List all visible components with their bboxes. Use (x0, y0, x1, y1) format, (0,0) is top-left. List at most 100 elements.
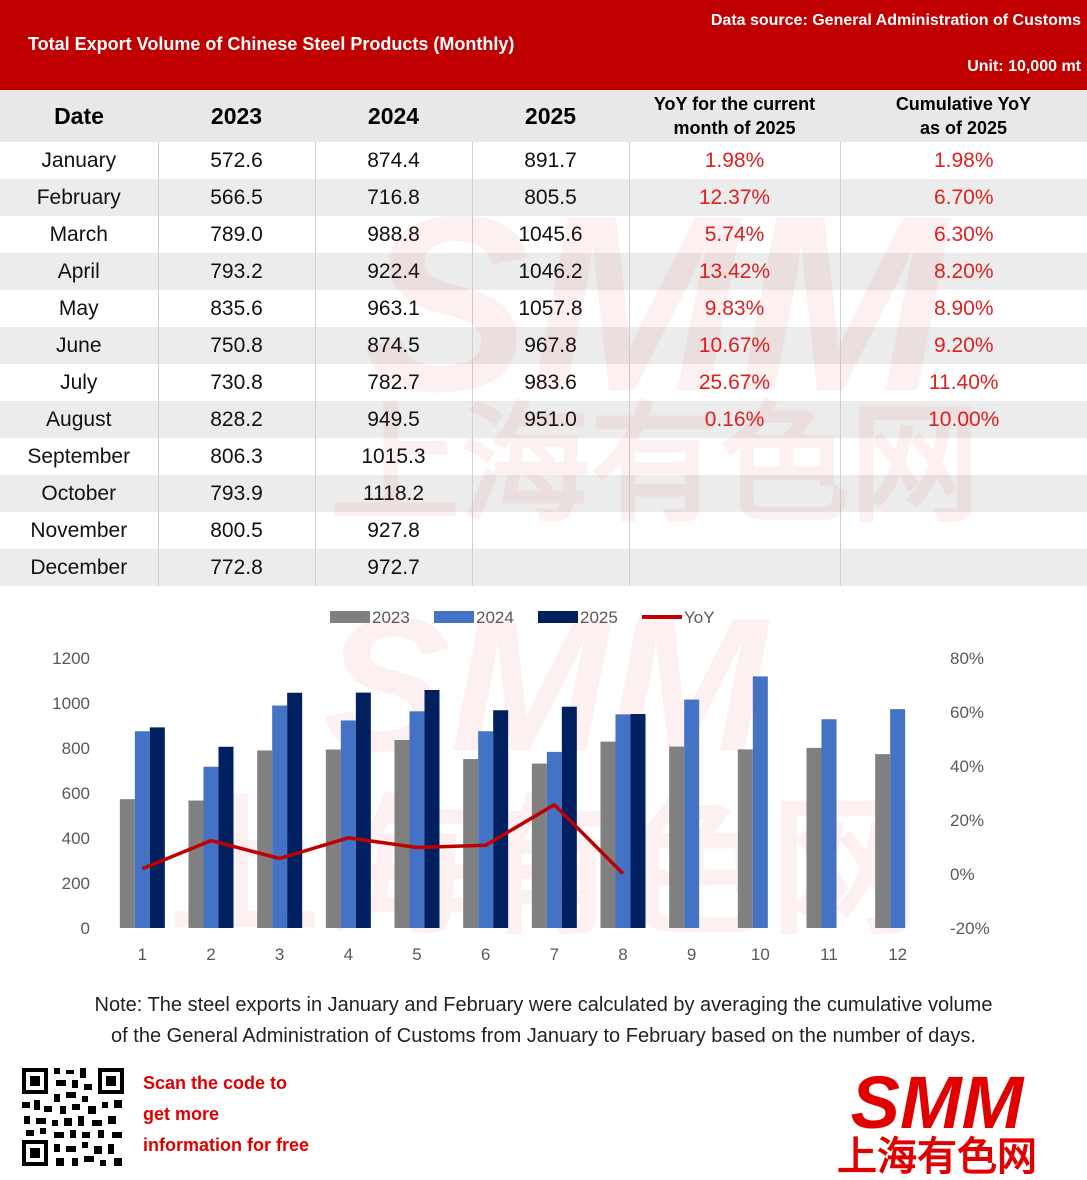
table-row: May 835.6 963.1 1057.8 9.83% 8.90% (0, 290, 1087, 327)
legend-swatch-2025 (538, 611, 578, 623)
y2-tick-label: 60% (950, 703, 984, 722)
cell-yoy-cumulative: 11.40% (840, 364, 1087, 401)
bar-2023-1 (119, 799, 135, 928)
data-source: Data source: General Administration of C… (710, 12, 1081, 29)
bar-2025-1 (149, 727, 165, 928)
cell-value-2025: 1046.2 (472, 253, 630, 290)
x-tick-label: 7 (550, 945, 559, 964)
bar-2023-4 (325, 749, 341, 928)
cell-value-2024: 874.5 (315, 327, 473, 364)
cell-date: January (0, 142, 159, 179)
unit-label: Unit: 10,000 mt (967, 58, 1081, 75)
cell-date: October (0, 475, 159, 512)
table-row: March 789.0 988.8 1045.6 5.74% 6.30% (0, 216, 1087, 253)
bar-2024-8 (615, 714, 631, 928)
cell-date: May (0, 290, 159, 327)
cell-yoy-month: 9.83% (629, 290, 841, 327)
x-tick-label: 10 (751, 945, 770, 964)
bar-2025-2 (218, 746, 234, 928)
y-tick-label: 0 (81, 919, 90, 938)
cell-yoy-cumulative: 8.20% (840, 253, 1087, 290)
cell-yoy-cumulative: 1.98% (840, 142, 1087, 179)
cell-value-2025: 1045.6 (472, 216, 630, 253)
table-row: January 572.6 874.4 891.7 1.98% 1.98% (0, 142, 1087, 179)
bar-2023-5 (394, 739, 410, 928)
bar-2024-10 (752, 676, 768, 928)
table-row: December 772.8 972.7 (0, 549, 1087, 586)
cell-yoy-month: 5.74% (629, 216, 841, 253)
smm-logo: SMM 上海有色网 (837, 1066, 1037, 1174)
table-row: September 806.3 1015.3 (0, 438, 1087, 475)
cell-date: December (0, 549, 159, 586)
cell-yoy-cumulative: 6.70% (840, 179, 1087, 216)
cell-value-2025 (472, 438, 630, 475)
cell-yoy-month (629, 475, 841, 512)
x-tick-label: 4 (344, 945, 353, 964)
cell-value-2023: 828.2 (158, 401, 316, 438)
bar-2023-9 (669, 746, 685, 928)
cell-value-2025: 983.6 (472, 364, 630, 401)
bar-2024-5 (409, 711, 425, 928)
cell-value-2025 (472, 512, 630, 549)
cell-value-2023: 789.0 (158, 216, 316, 253)
cell-value-2024: 949.5 (315, 401, 473, 438)
page-title: Total Export Volume of Chinese Steel Pro… (28, 34, 515, 54)
qr-code-icon[interactable] (20, 1066, 126, 1168)
header-banner: Total Export Volume of Chinese Steel Pro… (0, 0, 1087, 90)
bar-2024-6 (478, 731, 494, 928)
cell-yoy-cumulative (840, 475, 1087, 512)
bar-2024-3 (272, 705, 288, 928)
y-tick-label: 1000 (52, 694, 90, 713)
logo-smm-text: SMM (851, 1066, 1025, 1144)
table-header-row: Date 2023 2024 2025 YoY for the current … (0, 90, 1087, 142)
y-tick-label: 1200 (52, 649, 90, 668)
logo-chinese-text: 上海有色网 (837, 1134, 1037, 1174)
cell-value-2023: 566.5 (158, 179, 316, 216)
cell-value-2025 (472, 549, 630, 586)
cell-value-2023: 793.2 (158, 253, 316, 290)
scan-promo: Scan the code to get more information fo… (143, 1073, 310, 1155)
cell-yoy-month (629, 549, 841, 586)
table-row: October 793.9 1118.2 (0, 475, 1087, 512)
export-volume-chart: 0 200 400 600 800 1000 1200 -20% 0% 20% 40% 60% 80% 1… (52, 608, 990, 964)
cell-value-2025: 1057.8 (472, 290, 630, 327)
bar-2023-8 (600, 741, 616, 928)
legend-label-2024: 2024 (476, 608, 514, 627)
bar-2023-11 (806, 747, 822, 928)
cell-yoy-month (629, 512, 841, 549)
cell-value-2023: 835.6 (158, 290, 316, 327)
bar-2025-8 (630, 714, 646, 928)
bar-2024-7 (546, 751, 562, 928)
y-tick-label: 800 (62, 739, 90, 758)
bar-2024-4 (340, 720, 356, 928)
x-tick-label: 11 (820, 945, 838, 964)
cell-value-2023: 572.6 (158, 142, 316, 179)
table-row: April 793.2 922.4 1046.2 13.42% 8.20% (0, 253, 1087, 290)
x-tick-label: 1 (138, 945, 147, 964)
legend-label-YoY: YoY (684, 608, 715, 627)
cell-value-2024: 1118.2 (315, 475, 473, 512)
cell-yoy-month: 12.37% (629, 179, 841, 216)
cell-date: July (0, 364, 159, 401)
cell-value-2024: 927.8 (315, 512, 473, 549)
cell-value-2023: 750.8 (158, 327, 316, 364)
bar-2024-9 (684, 699, 700, 928)
cell-value-2024: 716.8 (315, 179, 473, 216)
y2-tick-label: 20% (950, 811, 984, 830)
bar-2024-11 (821, 719, 837, 928)
legend-label-2023: 2023 (372, 608, 410, 627)
cell-yoy-cumulative: 6.30% (840, 216, 1087, 253)
cell-yoy-cumulative: 8.90% (840, 290, 1087, 327)
bar-2024-1 (134, 731, 150, 928)
y2-tick-label: -20% (950, 919, 990, 938)
x-tick-label: 8 (618, 945, 627, 964)
table-row: November 800.5 927.8 (0, 512, 1087, 549)
cell-date: April (0, 253, 159, 290)
bar-2025-3 (287, 692, 303, 928)
cell-yoy-month (629, 438, 841, 475)
cell-yoy-month: 25.67% (629, 364, 841, 401)
cell-yoy-month: 10.67% (629, 327, 841, 364)
cell-value-2023: 806.3 (158, 438, 316, 475)
bar-2023-10 (737, 749, 753, 928)
x-tick-label: 6 (481, 945, 490, 964)
